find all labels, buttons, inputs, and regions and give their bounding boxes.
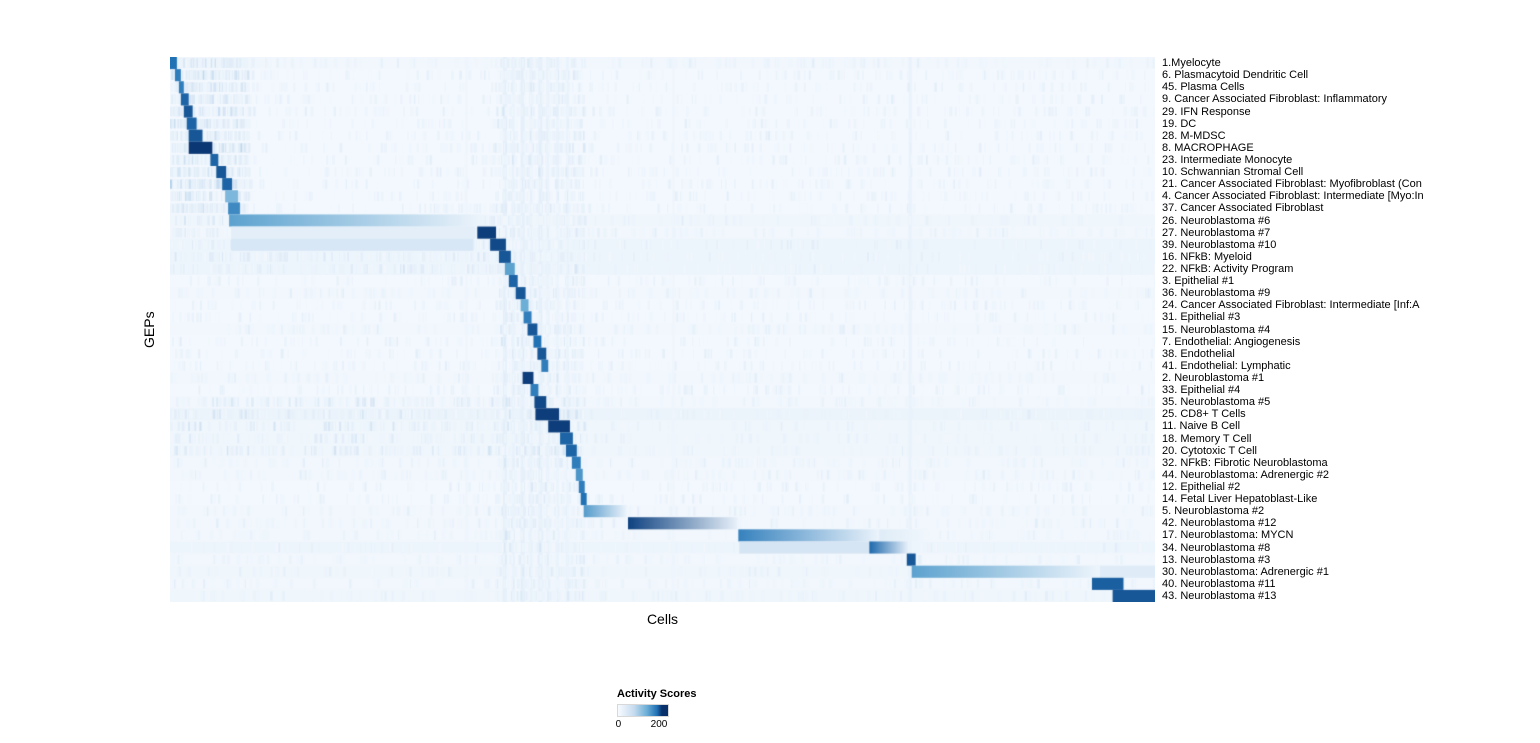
legend-colorbar [617,704,669,717]
row-label: 44. Neuroblastoma: Adrenergic #2 [1162,468,1329,481]
row-label: 35. Neuroblastoma #5 [1162,396,1271,409]
row-label: 15. Neuroblastoma #4 [1162,323,1271,336]
legend-tick-max: 200 [650,719,668,730]
row-label: 27. Neuroblastoma #7 [1162,226,1271,239]
x-axis-label: Cells [646,611,679,627]
row-label: 14. Fetal Liver Hepatoblast-Like [1162,493,1318,506]
legend-ticks: 0 200 [615,719,737,733]
row-label: 13. Neuroblastoma #3 [1162,553,1271,566]
row-label: 28. M-MDSC [1162,129,1226,142]
row-label: 41. Endothelial: Lymphatic [1162,359,1291,372]
heatmap-canvas [170,57,1155,602]
legend-title: Activity Scores [617,688,697,700]
row-label: 43. Neuroblastoma #13 [1162,589,1277,602]
row-label: 19. DC [1162,117,1197,130]
row-label: 22. NFkB: Activity Program [1162,262,1294,275]
row-label: 18. Memory T Cell [1162,432,1252,445]
row-label: 6. Plasmacytoid Dendritic Cell [1162,69,1309,82]
row-label: 25. CD8+ T Cells [1162,408,1246,421]
row-label: 36. Neuroblastoma #9 [1162,287,1271,300]
row-label: 2. Neuroblastoma #1 [1162,371,1265,384]
row-label: 17. Neuroblastoma: MYCN [1162,529,1294,542]
legend-tick-min: 0 [615,719,622,730]
row-label: 33. Epithelial #4 [1162,384,1241,397]
row-label: 37. Cancer Associated Fibroblast [1162,202,1324,215]
row-label: 24. Cancer Associated Fibroblast: Interm… [1162,299,1420,312]
legend: Activity Scores 0 200 [615,688,737,733]
row-label: 34. Neuroblastoma #8 [1162,541,1271,554]
row-label: 21. Cancer Associated Fibroblast: Myofib… [1162,178,1422,191]
row-label: 7. Endothelial: Angiogenesis [1162,335,1301,348]
row-label: 11. Naive B Cell [1162,420,1241,433]
row-label: 8. MACROPHAGE [1162,141,1254,154]
row-label: 1.Myelocyte [1162,57,1221,70]
row-label: 45. Plasma Cells [1162,81,1245,94]
row-label: 3. Epithelial #1 [1162,275,1235,288]
y-axis-label: GEPs [141,311,157,348]
row-label: 4. Cancer Associated Fibroblast: Interme… [1162,190,1424,203]
row-label: 23. Intermediate Monocyte [1162,153,1293,166]
row-label: 20. Cytotoxic T Cell [1162,444,1257,457]
row-label: 9. Cancer Associated Fibroblast: Inflamm… [1162,93,1387,106]
row-label: 10. Schwannian Stromal Cell [1162,166,1304,179]
row-label: 29. IFN Response [1162,105,1251,118]
row-label: 5. Neuroblastoma #2 [1162,505,1265,518]
row-label: 38. Endothelial [1162,347,1235,360]
row-label: 39. Neuroblastoma #10 [1162,238,1277,251]
row-label: 30. Neuroblastoma: Adrenergic #1 [1162,565,1329,578]
row-labels: 1.Myelocyte 6. Plasmacytoid Dendritic Cel… [1162,57,1540,602]
row-label: 26. Neuroblastoma #6 [1162,214,1271,227]
row-label: 12. Epithelial #2 [1162,480,1241,493]
row-label: 42. Neuroblastoma #12 [1162,517,1277,530]
row-label: 32. NFkB: Fibrotic Neuroblastoma [1162,456,1328,469]
row-label: 31. Epithelial #3 [1162,311,1241,324]
row-label: 40. Neuroblastoma #11 [1162,577,1276,590]
row-label: 16. NFkB: Myeloid [1162,250,1252,263]
